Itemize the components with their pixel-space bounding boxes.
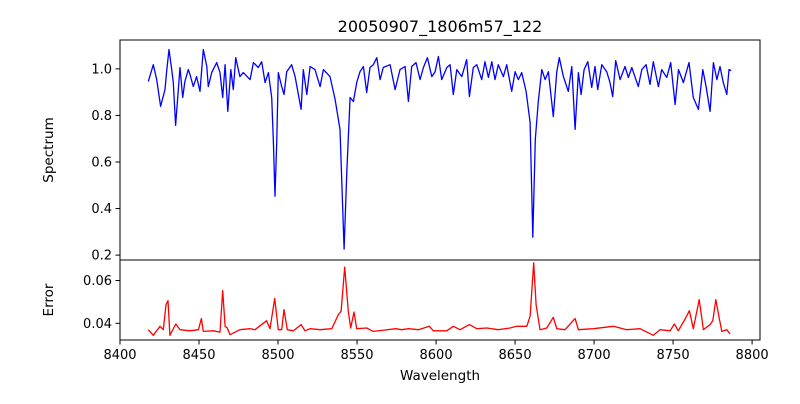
xtick-label: 8700 <box>578 348 611 363</box>
spectrum-line <box>147 48 732 250</box>
error-ylabel: Error <box>41 283 57 316</box>
xtick-label: 8400 <box>103 348 136 363</box>
spectrum-ylabel: Spectrum <box>41 117 57 182</box>
error-ytick-label: 0.04 <box>83 317 112 332</box>
xtick-label: 8650 <box>499 348 532 363</box>
xtick-label: 8750 <box>657 348 690 363</box>
error-axes-frame <box>119 259 761 341</box>
spectrum-ytick-label: 1.0 <box>91 62 112 77</box>
chart-title: 20050907_1806m57_122 <box>338 17 543 37</box>
error-ytick-label: 0.06 <box>83 274 112 289</box>
xtick-label: 8600 <box>420 348 453 363</box>
xtick-label: 8800 <box>736 348 769 363</box>
error-axes: 0.04 0.06 8400 8450 8500 8550 8600 8650 8700 8750… <box>83 259 769 363</box>
x-axis-label: Wavelength <box>400 368 480 384</box>
spectrum-ytick-label: 0.2 <box>91 249 112 264</box>
xtick-label: 8550 <box>340 348 373 363</box>
xtick-label: 8500 <box>261 348 294 363</box>
spectrum-ytick-label: 0.4 <box>91 202 112 217</box>
spectrum-ytick-label: 0.8 <box>91 109 112 124</box>
error-line <box>147 262 731 336</box>
spectrum-ytick-label: 0.6 <box>91 155 112 170</box>
xtick-label: 8450 <box>182 348 215 363</box>
